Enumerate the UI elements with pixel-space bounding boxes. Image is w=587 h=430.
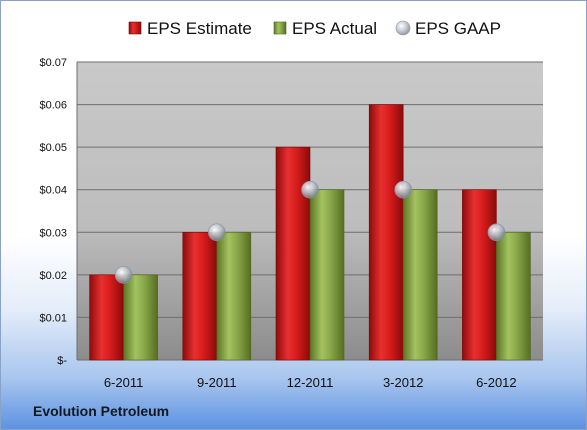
y-axis: $- $0.01 $0.02 $0.03 $0.04 $0.05 $0.06 $0.07 bbox=[39, 57, 67, 367]
x-tick-label: 6-2011 bbox=[104, 375, 144, 390]
x-axis: 6-2011 9-2011 12-2011 3-2012 6-2012 bbox=[104, 375, 517, 390]
y-tick-label: $0.07 bbox=[39, 57, 67, 69]
legend-swatch bbox=[395, 20, 411, 36]
point-eps-gaap bbox=[301, 180, 319, 199]
x-tick-label: 6-2012 bbox=[476, 375, 516, 390]
x-tick-label: 9-2011 bbox=[197, 375, 237, 390]
legend-label: EPS GAAP bbox=[415, 19, 501, 38]
y-tick-label: $0.05 bbox=[39, 142, 67, 154]
bar-eps-actual bbox=[496, 231, 531, 361]
bars bbox=[89, 104, 531, 361]
legend-swatch bbox=[128, 21, 142, 35]
y-tick-label: $0.04 bbox=[39, 185, 67, 197]
legend-label: EPS Estimate bbox=[147, 19, 252, 38]
legend-label: EPS Actual bbox=[292, 19, 377, 38]
bar-eps-actual bbox=[402, 189, 438, 361]
y-tick-label: $0.02 bbox=[39, 270, 67, 282]
y-tick-label: $0.03 bbox=[39, 227, 67, 239]
x-tick-label: 12-2011 bbox=[287, 375, 334, 390]
bar-eps-estimate bbox=[462, 189, 497, 361]
y-tick-label: $0.06 bbox=[39, 100, 67, 112]
point-eps-gaap bbox=[394, 180, 413, 199]
bar-eps-estimate bbox=[89, 274, 124, 361]
legend: EPS Estimate EPS Actual EPS GAAP bbox=[128, 19, 501, 38]
bar-eps-actual bbox=[309, 189, 345, 361]
bar-eps-estimate bbox=[182, 231, 218, 361]
y-tick-label: $0.01 bbox=[39, 312, 67, 324]
bar-eps-actual bbox=[123, 274, 158, 361]
bar-eps-estimate bbox=[368, 104, 404, 361]
x-tick-label: 3-2012 bbox=[383, 375, 423, 390]
bar-eps-actual bbox=[216, 231, 252, 361]
point-eps-gaap bbox=[487, 223, 506, 242]
y-tick-label: $- bbox=[57, 355, 67, 367]
company-name: Evolution Petroleum bbox=[33, 403, 170, 419]
point-eps-gaap bbox=[114, 266, 133, 284]
legend-swatch bbox=[273, 21, 287, 35]
bar-eps-estimate bbox=[275, 146, 311, 361]
point-eps-gaap bbox=[208, 223, 226, 242]
